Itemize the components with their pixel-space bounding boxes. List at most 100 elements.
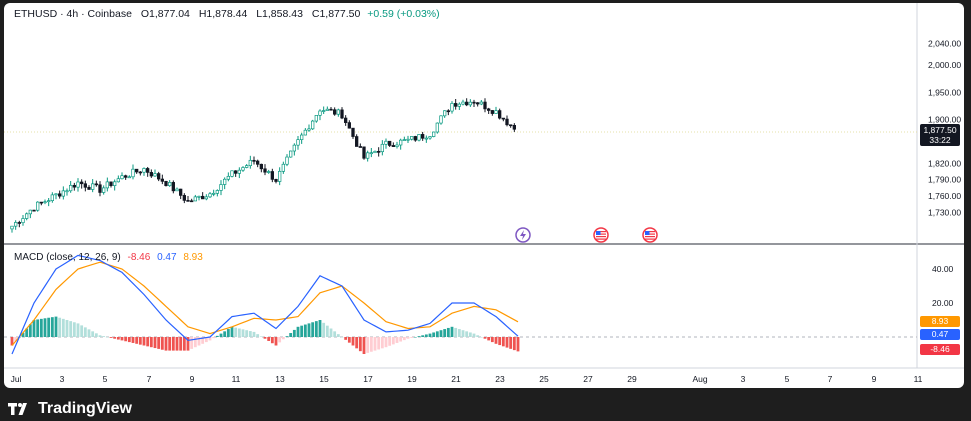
macd-histogram-bar — [146, 337, 150, 347]
macd-histogram-bar — [402, 337, 406, 341]
candle — [131, 168, 135, 178]
macd-histogram-bar — [76, 323, 80, 337]
symbol-name[interactable]: ETHUSD — [14, 8, 58, 20]
time-axis-tick: 17 — [363, 374, 373, 384]
candle — [32, 209, 36, 212]
macd-histogram-bar — [245, 330, 249, 337]
candle — [171, 182, 175, 192]
candle — [289, 150, 293, 158]
macd-histogram-bar — [263, 337, 267, 339]
candle — [10, 225, 14, 230]
exchange-label: Coinbase — [87, 8, 132, 20]
macd-histogram-bar — [358, 337, 362, 352]
interval-label[interactable]: 4h — [66, 8, 79, 20]
close-label: C — [311, 8, 320, 20]
candle — [501, 117, 505, 120]
macd-histogram-bar — [454, 327, 458, 337]
last-price-tag — [920, 124, 960, 146]
macd-histogram-bar — [432, 332, 436, 337]
macd-histogram-bar — [373, 337, 377, 351]
macd-histogram-bar — [21, 332, 25, 337]
candle — [417, 134, 421, 141]
time-axis-tick: 11 — [914, 374, 923, 384]
macd-histogram-bar — [138, 337, 142, 345]
macd-histogram-bar — [307, 323, 311, 337]
macd-histogram-bar — [311, 322, 315, 337]
candle — [362, 146, 366, 159]
time-axis-tick: Aug — [692, 374, 707, 384]
candle — [377, 150, 381, 153]
macd-histogram-bar — [252, 331, 256, 337]
candle — [314, 115, 318, 122]
candle — [87, 186, 91, 190]
candle — [259, 163, 263, 170]
candles — [10, 98, 516, 233]
lightning-icon — [515, 227, 531, 243]
candle — [80, 181, 84, 185]
candle — [168, 182, 172, 187]
macd-histogram-bar — [175, 337, 179, 351]
time-axis-tick: 19 — [407, 374, 417, 384]
macd-histogram-value: -8.46 — [127, 252, 151, 263]
candle — [14, 222, 18, 227]
macd-histogram-bar — [505, 337, 509, 348]
macd-histogram-bar — [285, 336, 289, 337]
macd-histogram-bar — [476, 335, 480, 337]
candle — [494, 110, 498, 114]
macd-histogram-bar — [509, 337, 513, 349]
time-axis-tick: 15 — [319, 374, 329, 384]
macd-histogram-bar — [366, 337, 370, 353]
candle — [443, 110, 447, 117]
candle — [98, 184, 102, 193]
chart-frame: 2,040.00 2,000.00 1,950.00 1,900.00 1,820.00… — [4, 3, 964, 388]
macd-histogram-bar — [391, 337, 395, 345]
macd-histogram-bar — [65, 320, 69, 337]
macd-histogram-bar — [421, 335, 425, 337]
candle — [113, 181, 117, 187]
candle — [410, 136, 414, 140]
candle — [157, 173, 161, 180]
macd-axis-tick: 40.00 — [932, 264, 954, 274]
candle — [116, 178, 120, 183]
time-axis-tick: 3 — [741, 374, 746, 384]
macd-histogram-bar — [362, 337, 366, 354]
macd-signal-tag: 8.93 — [920, 316, 960, 327]
macd-histogram-bar — [278, 337, 282, 343]
macd-histogram-bar — [406, 337, 410, 339]
candle — [446, 110, 450, 113]
candle — [358, 146, 362, 148]
macd-histogram-bar — [168, 337, 172, 351]
macd-histogram-bar — [193, 337, 197, 348]
candle — [252, 159, 256, 162]
candle — [369, 152, 373, 155]
time-axis-tick: 27 — [583, 374, 593, 384]
price-axis-tick: 1,730.00 — [928, 207, 961, 217]
macd-histogram-bar — [149, 337, 153, 348]
candle — [21, 218, 25, 224]
macd-histogram-bar — [487, 337, 491, 341]
macd-histogram-bar — [446, 327, 450, 337]
price-axis-tick: 2,040.00 — [928, 38, 961, 48]
macd-histogram-bar — [384, 337, 388, 348]
macd-histogram-bar — [314, 321, 318, 337]
countdown-value: 33:22 — [929, 135, 951, 145]
price-axis-tick: 1,900.00 — [928, 115, 961, 125]
candle — [439, 115, 443, 124]
us-flag-icon — [593, 227, 609, 243]
macd-histogram-bar — [340, 337, 344, 338]
macd-signal-line — [11, 261, 519, 346]
macd-histogram-bar — [344, 337, 348, 340]
macd-legend[interactable]: MACD (close, 12, 26, 9) -8.46 0.47 8.93 — [14, 252, 203, 263]
candle — [487, 108, 491, 111]
macd-histogram-bar — [234, 327, 238, 337]
candle — [47, 200, 51, 203]
candle — [204, 196, 208, 200]
candle — [109, 181, 113, 187]
candle — [61, 190, 65, 197]
candle — [50, 194, 54, 202]
candle — [28, 209, 32, 215]
chart-canvas[interactable]: 2,040.00 2,000.00 1,950.00 1,900.00 1,820.00… — [4, 3, 964, 388]
macd-histogram-bar — [494, 337, 498, 344]
candle — [322, 110, 326, 112]
tradingview-logo[interactable]: TradingView — [8, 400, 132, 418]
